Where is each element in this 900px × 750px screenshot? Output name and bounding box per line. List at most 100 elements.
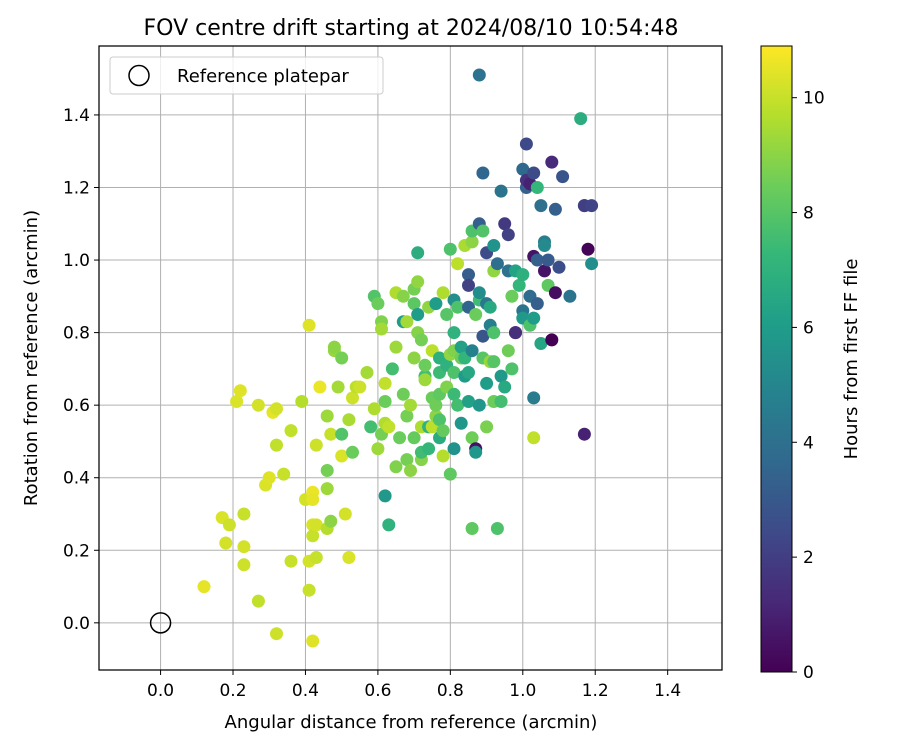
scatter-point [436, 286, 450, 300]
legend-box [109, 56, 384, 95]
scatter-point [230, 395, 244, 408]
scatter-point [454, 416, 468, 430]
scatter-point [469, 308, 483, 321]
scatter-point [538, 239, 551, 252]
scatter-point [396, 289, 410, 303]
y-tick-label: 1.4 [63, 106, 90, 126]
scatter-point [462, 395, 475, 408]
plot-frame [98, 45, 723, 671]
scatter-point [251, 594, 265, 608]
scatter-point [447, 366, 461, 379]
scatter-point [487, 326, 501, 340]
scatter-point [527, 311, 541, 325]
scatter-point [472, 286, 486, 300]
scatter-point [371, 442, 385, 456]
scatter-point [480, 376, 494, 390]
scatter-point [494, 369, 508, 383]
scatter-point [465, 431, 479, 445]
scatter-point [440, 308, 454, 321]
scatter-point [519, 137, 533, 151]
scatter-point [277, 467, 291, 481]
scatter-point [342, 551, 356, 564]
scatter-point [411, 308, 425, 321]
scatter-points [149, 68, 599, 648]
scatter-point [306, 493, 320, 506]
legend-marker-reference [128, 64, 150, 87]
scatter-point [465, 235, 479, 249]
colorbar: 0 2 4 6 8 10 Hours from first FF file [760, 45, 862, 683]
scatter-point [309, 551, 323, 564]
scatter-point [407, 351, 421, 365]
scatter-point [262, 471, 276, 485]
scatter-point [371, 297, 385, 311]
scatter-point [364, 420, 378, 434]
scatter-point [197, 580, 211, 594]
scatter-point [342, 413, 356, 427]
scatter-point [404, 464, 417, 477]
scatter-point [483, 300, 497, 314]
scatter-point [407, 297, 421, 311]
grid [99, 46, 722, 670]
scatter-point [490, 257, 504, 271]
scatter-point [382, 518, 396, 532]
scatter-point [534, 199, 548, 213]
scatter-point [327, 340, 341, 354]
y-tick-label: 1.2 [63, 178, 90, 198]
scatter-point [501, 228, 515, 242]
scatter-point [443, 467, 457, 481]
scatter-point [498, 380, 512, 394]
y-tick-label: 0.8 [63, 324, 90, 344]
scatter-point [378, 376, 392, 390]
colorbar-tick-label: 4 [803, 433, 814, 453]
scatter-point [447, 387, 461, 401]
scatter-point [400, 453, 414, 467]
scatter-point [237, 558, 251, 572]
scatter-point [527, 431, 541, 445]
x-tick-label: 1.2 [582, 681, 609, 701]
scatter-point [219, 536, 233, 550]
scatter-point [563, 289, 577, 303]
scatter-point [516, 268, 530, 282]
scatter-point [418, 358, 432, 372]
scatter-point [516, 162, 530, 176]
y-tick-label: 0.0 [63, 614, 90, 634]
scatter-point [375, 322, 388, 336]
scatter-point [527, 391, 541, 405]
scatter-point [512, 278, 526, 292]
colorbar-tick-label: 8 [803, 204, 814, 224]
legend: Reference platepar [109, 56, 384, 95]
scatter-point [436, 449, 450, 463]
scatter-point [382, 420, 396, 434]
scatter-point [548, 286, 562, 300]
scatter-point [346, 445, 359, 459]
scatter-point [353, 380, 367, 394]
x-tick-label: 0.2 [219, 681, 246, 701]
scatter-point [538, 264, 551, 278]
scatter-point [581, 242, 595, 256]
scatter-point [436, 424, 450, 438]
scatter-point [313, 380, 327, 394]
legend-label-reference: Reference platepar [177, 66, 349, 87]
scatter-point [530, 181, 544, 194]
scatter-point [335, 449, 349, 463]
x-tick-label: 0.6 [364, 681, 391, 701]
scatter-point [385, 362, 399, 376]
scatter-point [443, 242, 457, 256]
colorbar-gradient [760, 45, 793, 673]
scatter-point [309, 518, 323, 532]
scatter-point [407, 431, 421, 445]
scatter-point [320, 464, 334, 477]
scatter-point [509, 326, 522, 340]
scatter-point [451, 300, 465, 314]
scatter-point [505, 289, 519, 303]
colorbar-tick-label: 0 [803, 663, 814, 683]
scatter-point [545, 333, 559, 347]
scatter-point [306, 529, 320, 543]
scatter-point [556, 170, 570, 184]
scatter-point [462, 268, 475, 282]
scatter-point [400, 409, 414, 423]
x-tick-label: 1.0 [509, 681, 536, 701]
y-axis-label: Rotation from reference (arcmin) [21, 210, 42, 506]
scatter-point [451, 257, 465, 271]
scatter-point [331, 380, 345, 394]
